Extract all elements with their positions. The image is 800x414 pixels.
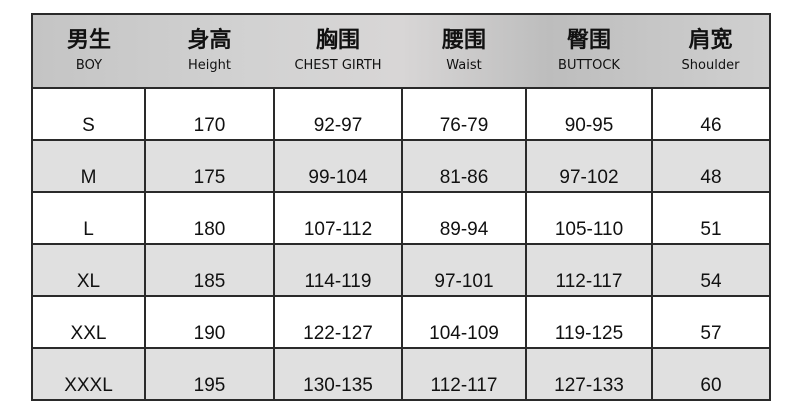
cell-height: 180 [144, 191, 275, 245]
cell-buttock: 119-125 [525, 295, 653, 349]
header-shoulder: 肩宽 Shoulder [652, 13, 770, 89]
header-buttock: 臀围 BUTTOCK [526, 13, 652, 89]
cell-waist: 89-94 [401, 191, 527, 245]
cell-height: 195 [144, 347, 275, 401]
cell-height: 185 [144, 243, 275, 297]
cell-waist: 104-109 [401, 295, 527, 349]
header-en: CHEST GIRTH [294, 58, 382, 73]
header-zh: 肩宽 [688, 28, 733, 53]
table-row: XL 185 114-119 97-101 112-117 54 [31, 243, 771, 297]
header-chest: 胸围 CHEST GIRTH [274, 13, 402, 89]
cell-buttock: 112-117 [525, 243, 653, 297]
cell-size: XXL [31, 295, 146, 349]
cell-height: 170 [144, 87, 275, 141]
size-chart-table: 男生 BOY 身高 Height 胸围 CHEST GIRTH 腰围 Waist 臀围 BUTTO… [31, 13, 771, 401]
header-zh: 腰围 [441, 28, 486, 53]
cell-height: 190 [144, 295, 275, 349]
cell-chest: 92-97 [273, 87, 403, 141]
cell-buttock: 97-102 [525, 139, 653, 193]
cell-shoulder: 60 [651, 347, 771, 401]
header-en: Height [188, 58, 231, 73]
header-waist: 腰围 Waist [402, 13, 526, 89]
header-zh: 男生 [66, 28, 111, 53]
table-row: XXXL 195 130-135 112-117 127-133 60 [31, 347, 771, 401]
header-size: 男生 BOY [32, 13, 145, 89]
table-row: L 180 107-112 89-94 105-110 51 [31, 191, 771, 245]
header-row: 男生 BOY 身高 Height 胸围 CHEST GIRTH 腰围 Waist 臀围 BUTTO… [32, 13, 770, 89]
cell-waist: 81-86 [401, 139, 527, 193]
cell-shoulder: 57 [651, 295, 771, 349]
header-en: BUTTOCK [558, 58, 620, 73]
cell-shoulder: 46 [651, 87, 771, 141]
header-zh: 臀围 [566, 28, 611, 53]
cell-buttock: 127-133 [525, 347, 653, 401]
header-en: BOY [75, 58, 103, 73]
cell-buttock: 105-110 [525, 191, 653, 245]
cell-waist: 97-101 [401, 243, 527, 297]
header-zh: 胸围 [315, 28, 360, 53]
cell-shoulder: 51 [651, 191, 771, 245]
cell-size: S [31, 87, 146, 141]
cell-size: L [31, 191, 146, 245]
cell-chest: 99-104 [273, 139, 403, 193]
cell-waist: 112-117 [401, 347, 527, 401]
cell-buttock: 90-95 [525, 87, 653, 141]
cell-size: M [31, 139, 146, 193]
header-height: 身高 Height [145, 13, 274, 89]
header-en: Waist [446, 58, 482, 73]
cell-waist: 76-79 [401, 87, 527, 141]
cell-chest: 107-112 [273, 191, 403, 245]
table-row: XXL 190 122-127 104-109 119-125 57 [31, 295, 771, 349]
cell-chest: 122-127 [273, 295, 403, 349]
cell-size: XXXL [31, 347, 146, 401]
cell-shoulder: 48 [651, 139, 771, 193]
cell-size: XL [31, 243, 146, 297]
table-row: S 170 92-97 76-79 90-95 46 [31, 87, 771, 141]
header-en: Shoulder [681, 58, 740, 73]
cell-height: 175 [144, 139, 275, 193]
cell-chest: 130-135 [273, 347, 403, 401]
cell-chest: 114-119 [273, 243, 403, 297]
header-zh: 身高 [187, 28, 232, 53]
cell-shoulder: 54 [651, 243, 771, 297]
table-row: M 175 99-104 81-86 97-102 48 [31, 139, 771, 193]
